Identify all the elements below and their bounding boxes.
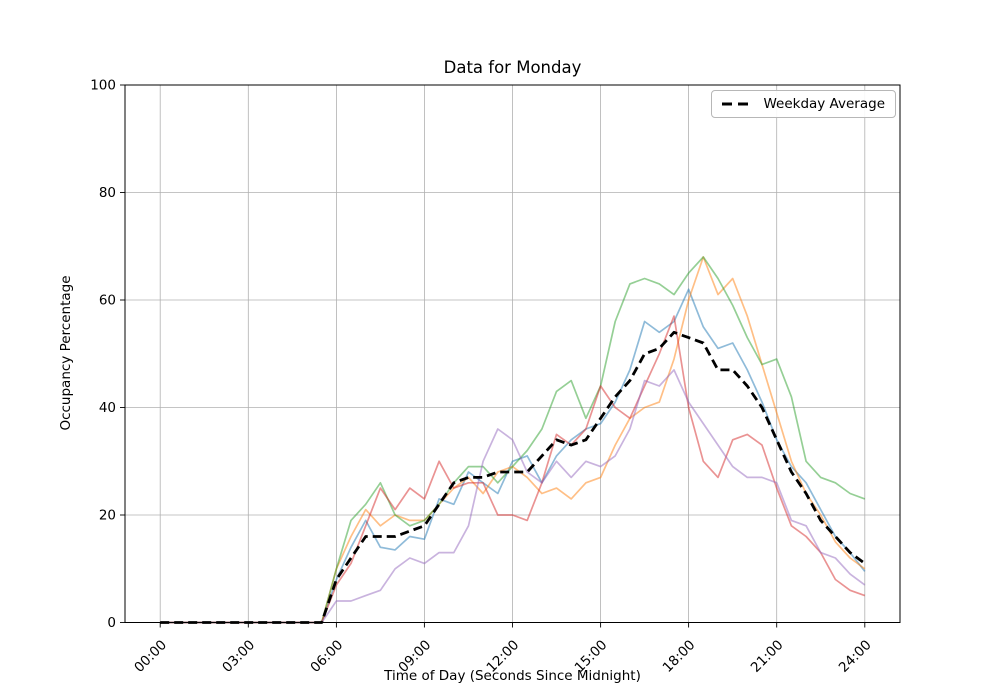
y-tick-label: 20 (99, 508, 116, 524)
y-tick-label: 0 (107, 615, 116, 631)
dashed-line-icon (722, 102, 754, 106)
grid (125, 84, 900, 623)
y-axis-label: Occupancy Percentage (58, 275, 74, 431)
y-tick-label: 60 (99, 293, 116, 309)
legend-label: Weekday Average (763, 96, 885, 112)
x-axis-label: Time of Day (Seconds Since Midnight) (384, 668, 641, 684)
y-tick-label: 80 (99, 185, 116, 201)
tick-labels: 00:00 03:00 06:00 09:00 12:00 15:00 18:00 21:00… (90, 78, 874, 676)
tick-marks (120, 84, 866, 628)
chart-title: Data for Monday (443, 58, 582, 77)
legend: Weekday Average (711, 90, 896, 118)
y-tick-label: 40 (99, 400, 116, 416)
y-tick-label: 100 (90, 78, 116, 94)
